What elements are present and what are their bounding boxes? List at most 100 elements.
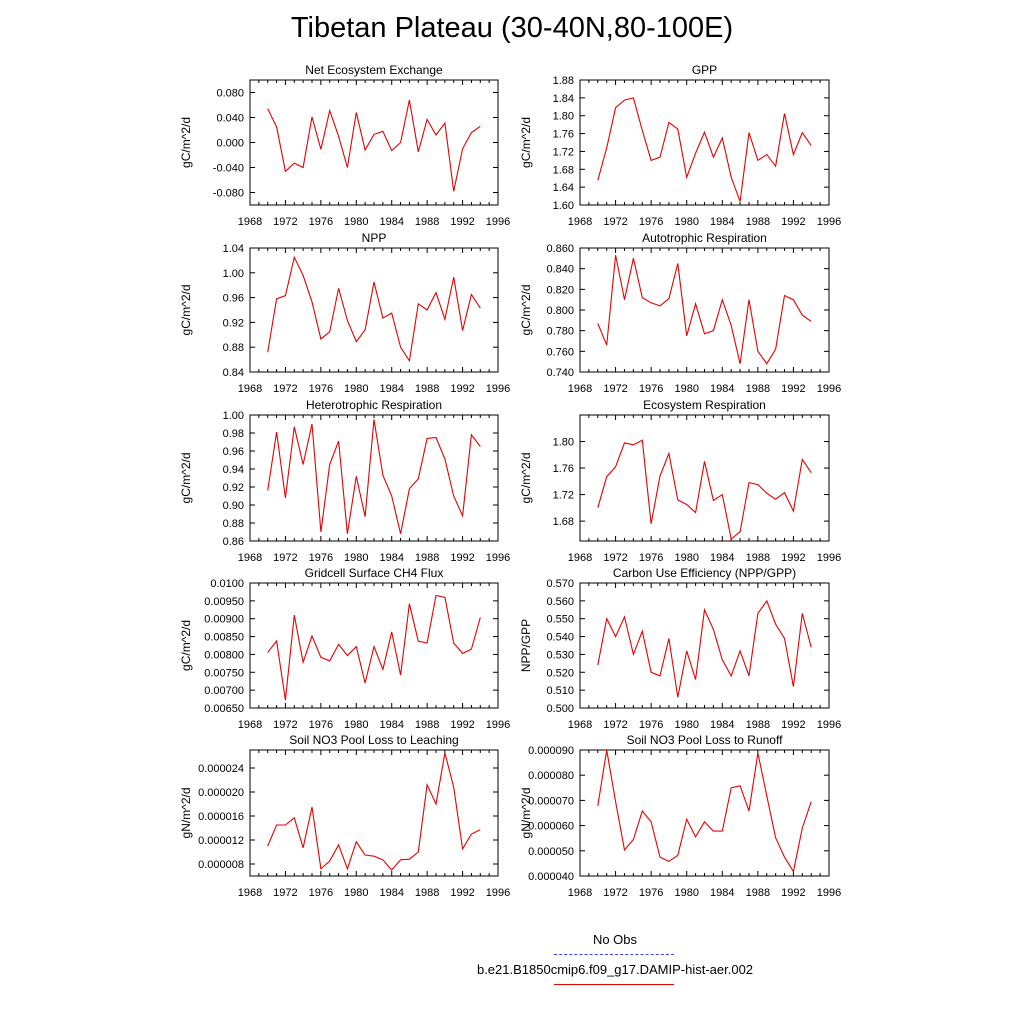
y-tick-label: 1.88 xyxy=(553,75,574,87)
series-line xyxy=(267,752,481,871)
legend-model-line xyxy=(554,984,674,985)
x-tick-label: 1996 xyxy=(486,383,510,395)
panel-7: Gridcell Surface CH4 Flux gC/m^2/d 1968 197… xyxy=(179,566,510,731)
y-tick-label: -0.080 xyxy=(213,188,244,200)
y-tick-label: -0.040 xyxy=(213,163,244,175)
x-tick-label: 1972 xyxy=(273,887,297,899)
y-tick-label: 1.60 xyxy=(553,200,574,212)
y-tick-label: 0.800 xyxy=(546,305,574,317)
x-tick-label: 1984 xyxy=(379,216,403,228)
x-tick-label: 1988 xyxy=(746,216,770,228)
x-tick-label: 1976 xyxy=(639,216,663,228)
x-tick-label: 1984 xyxy=(710,383,734,395)
x-tick-label: 1972 xyxy=(603,719,627,731)
y-tick-label: 1.84 xyxy=(553,93,574,105)
y-tick-label: 0.840 xyxy=(546,264,574,276)
y-tick-label: 0.0100 xyxy=(210,578,244,590)
x-tick-label: 1976 xyxy=(309,887,333,899)
y-axis-label: gC/m^2/d xyxy=(179,117,193,168)
y-tick-label: 1.64 xyxy=(553,182,574,194)
panel-5: Heterotrophic Respiration gC/m^2/d 1968 197… xyxy=(179,398,510,564)
x-tick-label: 1968 xyxy=(238,383,262,395)
panel-1: Net Ecosystem Exchange gC/m^2/d 1968 1972 19… xyxy=(179,63,510,228)
panel-title: NPP xyxy=(362,231,387,245)
x-tick-label: 1972 xyxy=(273,383,297,395)
series-line xyxy=(597,439,812,541)
x-tick-label: 1992 xyxy=(781,887,805,899)
y-tick-label: 0.86 xyxy=(223,536,244,548)
x-tick-label: 1968 xyxy=(568,719,592,731)
y-axis-label: gC/m^2/d xyxy=(519,285,533,336)
y-axis-label: gC/m^2/d xyxy=(519,117,533,168)
x-tick-label: 1984 xyxy=(710,552,734,564)
x-tick-label: 1988 xyxy=(746,383,770,395)
y-tick-label: 0.530 xyxy=(546,649,574,661)
x-tick-label: 1972 xyxy=(273,719,297,731)
x-tick-label: 1980 xyxy=(674,383,698,395)
x-tick-label: 1984 xyxy=(379,552,403,564)
y-tick-label: 0.000090 xyxy=(528,745,574,757)
legend-obs-line xyxy=(554,954,674,955)
y-tick-label: 0.740 xyxy=(546,367,574,379)
y-tick-label: 1.72 xyxy=(553,490,574,502)
x-tick-label: 1968 xyxy=(238,887,262,899)
x-tick-label: 1980 xyxy=(674,216,698,228)
x-tick-label: 1972 xyxy=(603,887,627,899)
x-tick-label: 1992 xyxy=(781,216,805,228)
y-tick-label: 0.820 xyxy=(546,284,574,296)
x-tick-label: 1992 xyxy=(450,887,474,899)
y-tick-label: 0.88 xyxy=(223,342,244,354)
x-tick-label: 1980 xyxy=(674,552,698,564)
panel-10: Soil NO3 Pool Loss to Runoff gN/m^2/d 1968… xyxy=(519,733,841,899)
x-tick-label: 1968 xyxy=(238,216,262,228)
legend-model-label: b.e21.B1850cmip6.f09_g17.DAMIP-hist-aer.… xyxy=(476,962,754,977)
plot-frame xyxy=(579,79,830,206)
x-tick-label: 1988 xyxy=(746,719,770,731)
page-title: Tibetan Plateau (30-40N,80-100E) xyxy=(290,12,734,44)
y-tick-label: 0.000016 xyxy=(198,811,244,823)
x-tick-label: 1968 xyxy=(568,216,592,228)
x-tick-label: 1968 xyxy=(238,719,262,731)
panel-4: Autotrophic Respiration gC/m^2/d 1968 1972 1… xyxy=(519,231,841,395)
y-tick-label: 0.00900 xyxy=(204,614,244,626)
y-tick-label: 0.550 xyxy=(546,614,574,626)
x-tick-label: 1996 xyxy=(817,216,841,228)
x-tick-label: 1996 xyxy=(817,383,841,395)
y-tick-label: 1.68 xyxy=(553,164,574,176)
y-tick-label: 0.96 xyxy=(223,446,244,458)
y-tick-label: 1.76 xyxy=(553,463,574,475)
x-tick-label: 1988 xyxy=(415,719,439,731)
x-tick-label: 1980 xyxy=(344,383,368,395)
x-tick-label: 1996 xyxy=(817,719,841,731)
y-tick-label: 0.00800 xyxy=(204,649,244,661)
x-tick-label: 1980 xyxy=(674,719,698,731)
series-line xyxy=(267,255,481,363)
y-tick-label: 0.000012 xyxy=(198,835,244,847)
y-tick-label: 0.94 xyxy=(223,464,244,476)
plot-frame xyxy=(249,414,499,542)
x-tick-label: 1992 xyxy=(781,552,805,564)
y-tick-label: 1.68 xyxy=(553,516,574,528)
x-tick-label: 1972 xyxy=(273,552,297,564)
y-tick-label: 1.72 xyxy=(553,146,574,158)
series-line xyxy=(267,594,481,701)
x-tick-label: 1992 xyxy=(450,383,474,395)
x-tick-label: 1988 xyxy=(415,552,439,564)
x-tick-label: 1984 xyxy=(710,719,734,731)
panel-title: Soil NO3 Pool Loss to Runoff xyxy=(627,733,784,747)
panel-title: Soil NO3 Pool Loss to Leaching xyxy=(289,733,458,747)
x-tick-label: 1992 xyxy=(781,383,805,395)
y-tick-label: 0.570 xyxy=(546,578,574,590)
x-tick-label: 1968 xyxy=(238,552,262,564)
x-tick-label: 1976 xyxy=(309,383,333,395)
y-tick-label: 0.080 xyxy=(216,88,244,100)
x-tick-label: 1968 xyxy=(568,552,592,564)
y-tick-label: 0.92 xyxy=(223,317,244,329)
panel-2: GPP gC/m^2/d 1968 1972 1976 1980 1984 1988 1992 1… xyxy=(519,63,841,228)
x-tick-label: 1980 xyxy=(344,887,368,899)
y-tick-label: 0.00700 xyxy=(204,685,244,697)
x-tick-label: 1968 xyxy=(568,887,592,899)
y-tick-label: 0.510 xyxy=(546,685,574,697)
y-tick-label: 0.000070 xyxy=(528,795,574,807)
panel-title: Carbon Use Efficiency (NPP/GPP) xyxy=(613,566,796,580)
